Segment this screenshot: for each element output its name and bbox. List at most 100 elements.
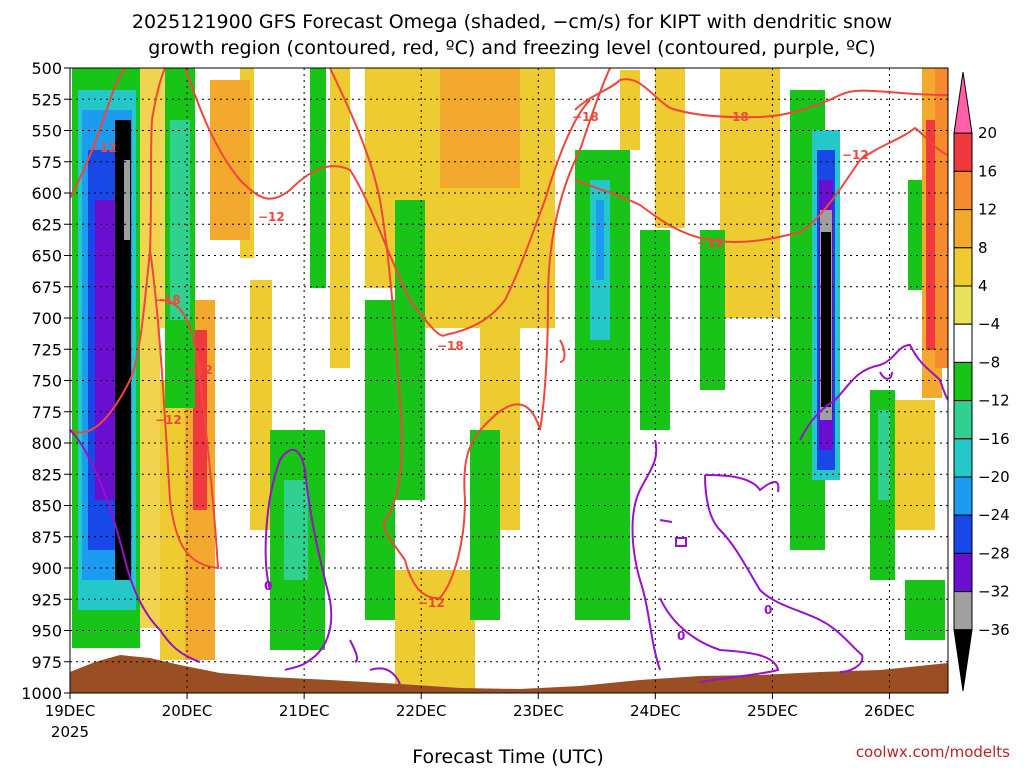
colorbar-swatch [953, 591, 973, 631]
terrain [70, 655, 948, 693]
dgz-contour [574, 126, 948, 243]
omega-band [124, 160, 130, 240]
colorbar-label: −20 [978, 468, 1010, 486]
colorbar-label: −36 [978, 621, 1010, 639]
omega-band [596, 200, 604, 280]
y-tick-label: 550 [31, 122, 62, 141]
y-tick-label: 875 [31, 528, 62, 547]
omega-band [640, 230, 670, 430]
contour-label: −12 [418, 596, 445, 610]
y-tick-label: 575 [31, 153, 62, 172]
omega-band [140, 68, 160, 628]
x-tick-label: 22DEC [396, 702, 447, 720]
colorbar-swatch [953, 170, 973, 211]
omega-band [935, 68, 948, 368]
colorbar-label: 16 [978, 162, 997, 180]
omega-band [655, 68, 685, 228]
y-tick-label: 925 [31, 590, 62, 609]
dgz-contour [149, 249, 220, 570]
omega-band [210, 80, 250, 240]
grid-lines [70, 68, 948, 693]
dgz-contour [574, 78, 948, 119]
x-axis-title: Forecast Time (UTC) [412, 746, 603, 768]
colorbar-swatch [953, 438, 973, 478]
x-tick-label: 24DEC [630, 702, 681, 720]
freezing-contour [70, 429, 201, 663]
colorbar: 20 16 12 8 4 −4 −8 −12 −16 −20 −24 −28 −32 −36 [953, 72, 1010, 691]
y-tick-label: 975 [31, 653, 62, 672]
colorbar-label: −28 [978, 544, 1010, 562]
colorbar-label: −24 [978, 506, 1010, 524]
y-tick-label: 625 [31, 215, 62, 234]
y-tick-label: 750 [31, 372, 62, 391]
contour-label: −12 [697, 236, 724, 250]
y-tick-label: 525 [31, 90, 62, 109]
omega-band [330, 68, 350, 368]
omega-band [470, 430, 500, 620]
y-tick-label: 500 [31, 59, 62, 78]
freezing-contour [675, 537, 687, 547]
x-axis: 19DEC 20DEC 21DEC 22DEC 23DEC 24DEC 25DEC 26DEC [45, 693, 915, 720]
colorbar-label: 20 [978, 124, 997, 142]
x-tick-label: 20DEC [162, 702, 213, 720]
y-tick-label: 650 [31, 247, 62, 266]
omega-band [250, 280, 272, 530]
x-tick-label: 25DEC [747, 702, 798, 720]
contour-label: 0 [764, 603, 772, 617]
dgz-contour [329, 68, 441, 600]
freezing-contour [659, 597, 780, 683]
freezing-contour [369, 667, 401, 685]
chart-title: 2025121900 GFS Forecast Omega (shaded, −… [132, 11, 892, 33]
x-tick-label: 26DEC [864, 702, 915, 720]
colorbar-label: −16 [978, 430, 1010, 448]
contour-label: −12 [155, 413, 182, 427]
omega-band [193, 330, 207, 510]
colorbar-swatch [953, 132, 973, 172]
colorbar-label: 4 [978, 277, 988, 295]
dgz-contour [439, 68, 611, 599]
y-tick-label: 725 [31, 340, 62, 359]
y-tick-label: 700 [31, 309, 62, 328]
colorbar-swatch [953, 476, 973, 516]
colorbar-label: −8 [978, 353, 1000, 371]
dgz-contour [559, 339, 566, 363]
colorbar-swatch [953, 514, 973, 554]
y-tick-label: 950 [31, 622, 62, 641]
colorbar-swatch [953, 552, 973, 593]
omega-band [908, 180, 922, 290]
x-tick-label: 21DEC [279, 702, 330, 720]
omega-band [310, 68, 326, 288]
freezing-contour [631, 439, 661, 671]
colorbar-swatch [953, 361, 973, 402]
omega-band [395, 200, 425, 500]
freezing-contours [70, 343, 948, 685]
year-label: 2025 [51, 723, 89, 741]
y-tick-label: 775 [31, 403, 62, 422]
y-tick-label: 800 [31, 434, 62, 453]
omega-band [170, 120, 190, 320]
plot-area: −12 −12 −18 −12 −12 −18 −12 −18 −18 −12 … [69, 67, 949, 694]
contour-label: −12 [258, 210, 285, 224]
x-tick-label: 19DEC [45, 702, 96, 720]
omega-band [821, 232, 831, 407]
y-axis: 500 525 550 575 600 625 650 675 700 725 750 775 800 8… [21, 59, 70, 703]
omega-band [926, 120, 936, 350]
omega-band [365, 300, 395, 620]
credit: coolwx.com/modelts [856, 743, 1010, 761]
contour-label: −12 [186, 363, 213, 377]
dgz-contour [444, 99, 591, 336]
colorbar-swatch [953, 400, 973, 440]
freezing-contour-labels: 0 0 0 [264, 579, 772, 643]
contour-label: −18 [154, 293, 181, 307]
colorbar-swatch [953, 323, 973, 363]
colorbar-swatch [953, 209, 973, 249]
contour-label: −12 [842, 148, 869, 162]
colorbar-label: −12 [978, 392, 1010, 410]
dgz-contour [184, 68, 446, 337]
colorbar-label: 12 [978, 201, 997, 219]
omega-band [878, 410, 890, 500]
dgz-contour-labels: −12 −12 −18 −12 −12 −18 −12 −18 −18 −12 … [90, 110, 869, 610]
x-tick-label: 23DEC [513, 702, 564, 720]
contour-label: −18 [437, 339, 464, 353]
